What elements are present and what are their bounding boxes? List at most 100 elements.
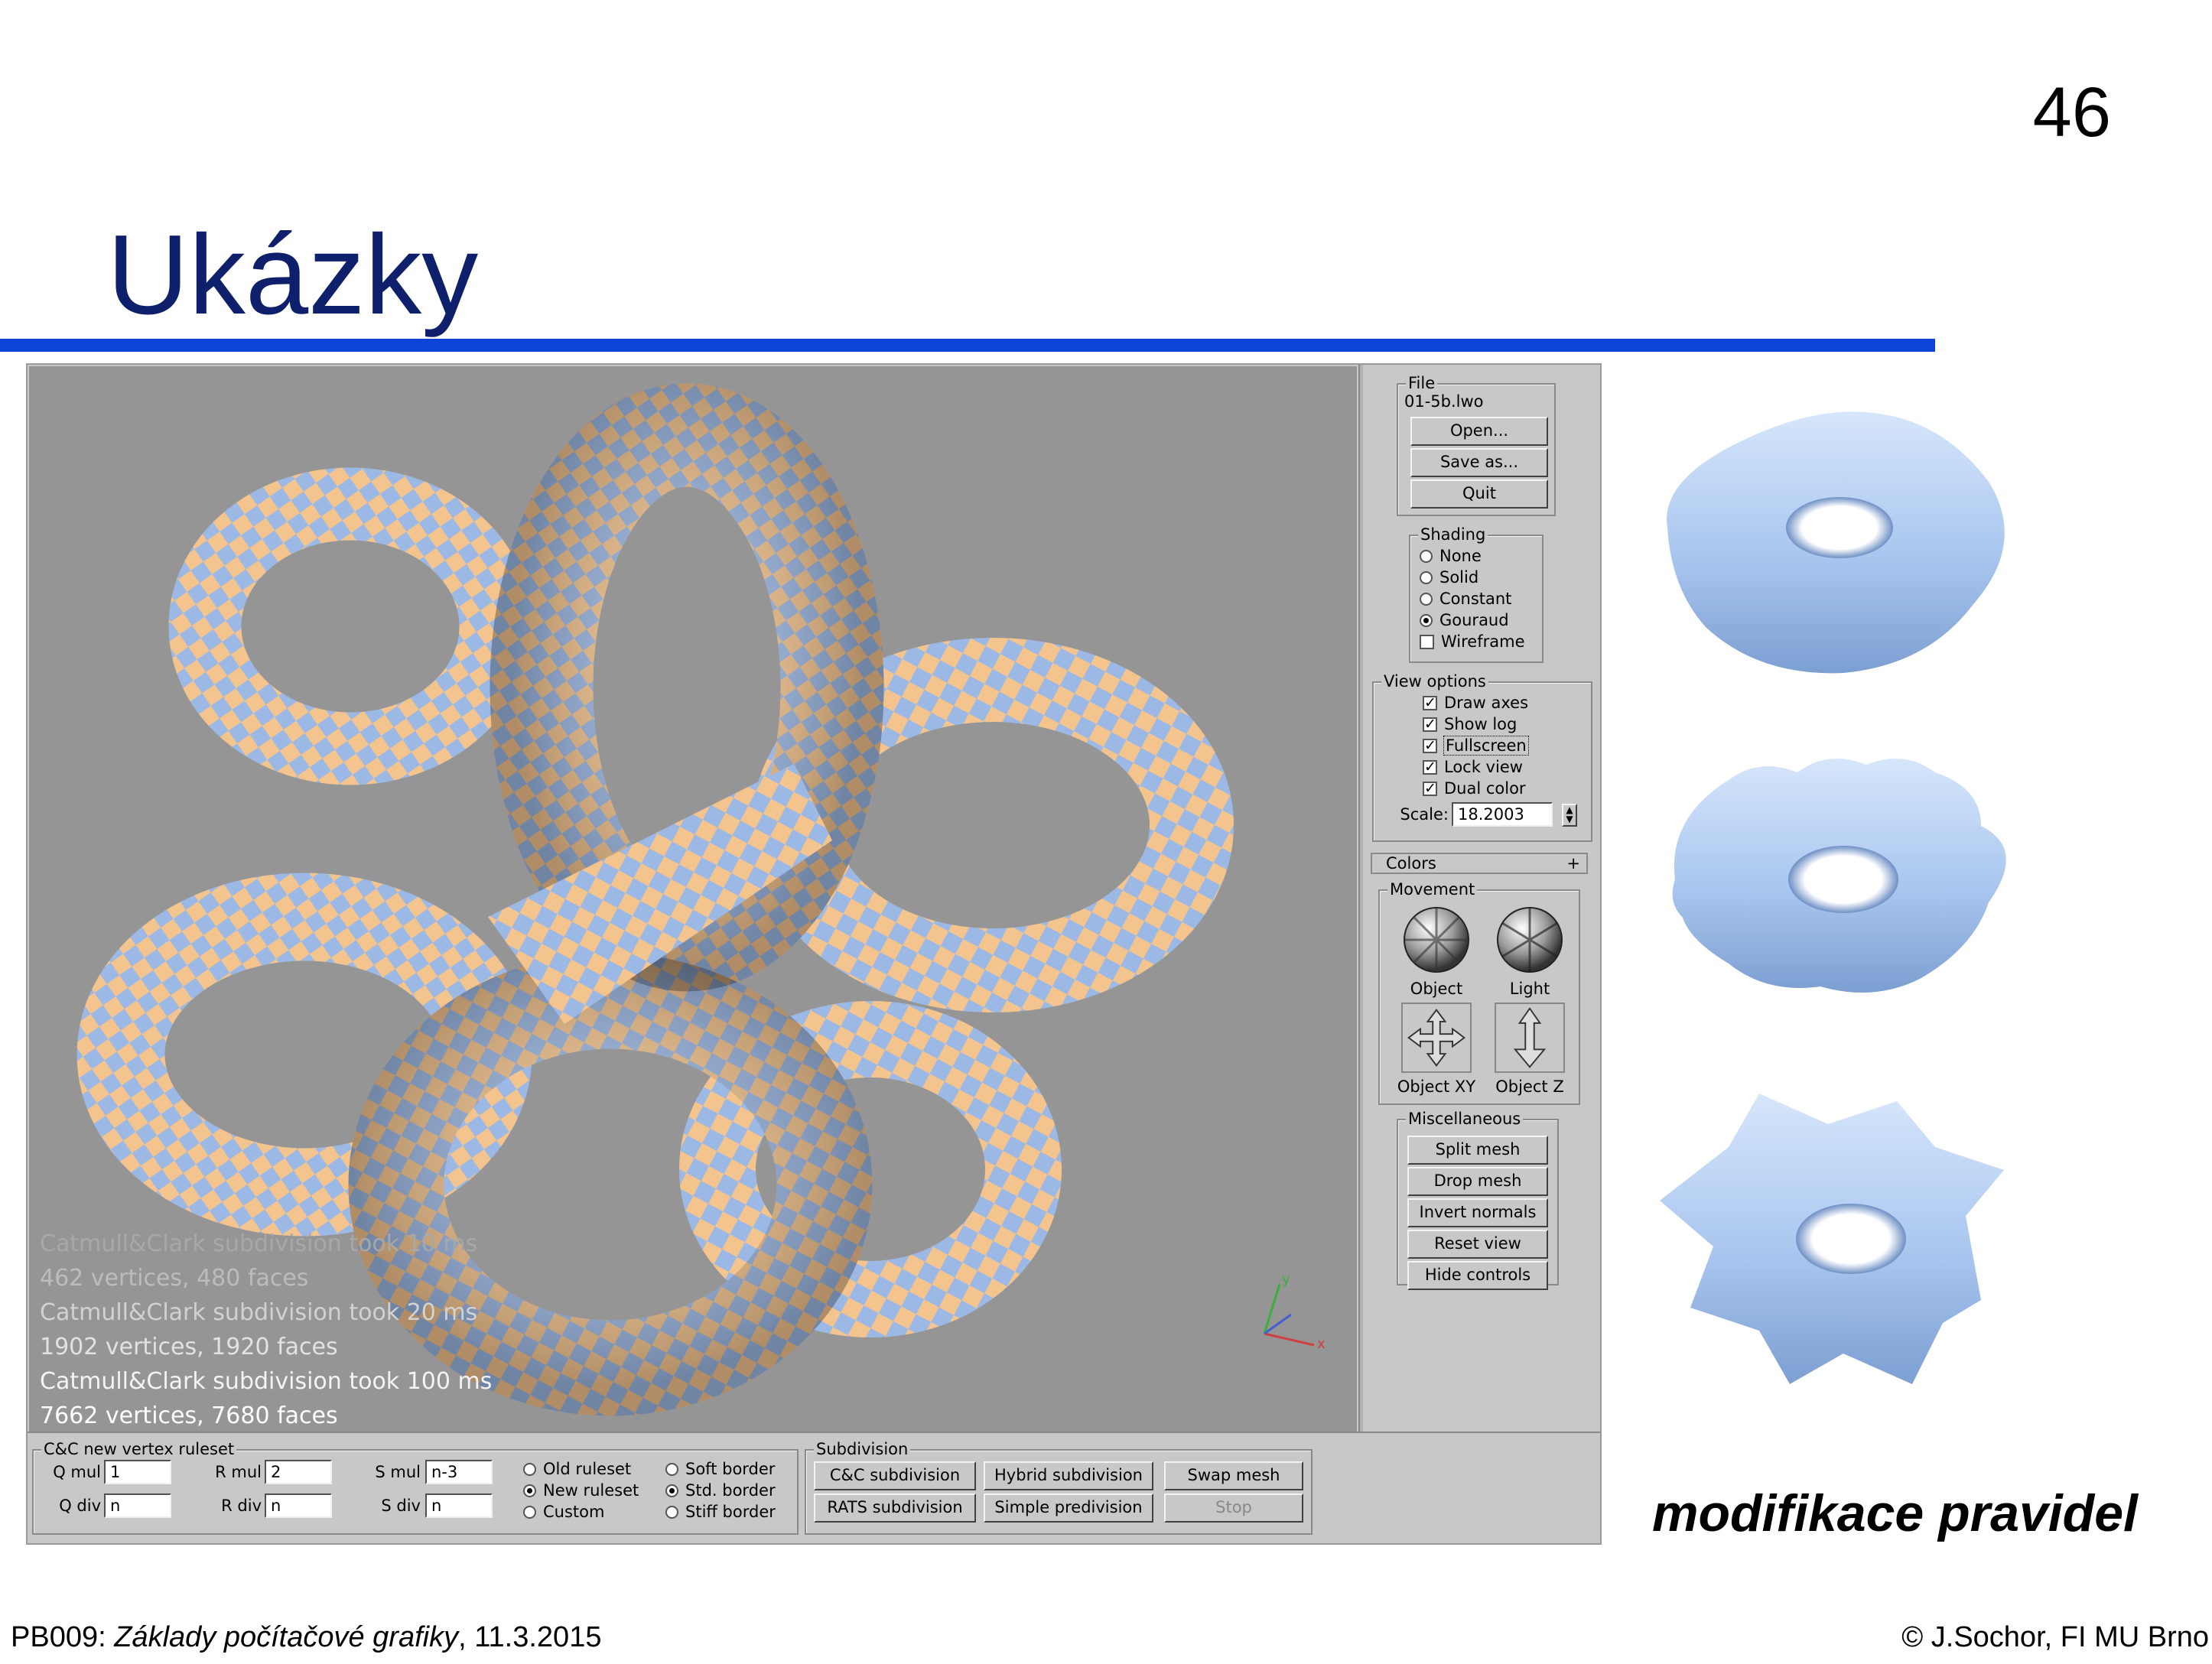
3d-viewport[interactable]: y x Catmull&Clark subdivision took 10 ms… [29, 366, 1357, 1432]
subdivision-group: Subdivision C&C subdivision Hybrid subdi… [805, 1440, 1313, 1535]
r-mul-input[interactable]: 2 [265, 1460, 332, 1484]
new-ruleset-radio[interactable]: New ruleset [523, 1480, 639, 1501]
title-underline [0, 339, 1935, 352]
simple-predivision-button[interactable]: Simple predivision [984, 1493, 1153, 1523]
colors-collapsible[interactable]: Colors + [1371, 853, 1588, 874]
checkered-knot-model: y x [76, 383, 1326, 1416]
shading-gouraud-radio[interactable]: Gouraud [1420, 609, 1509, 631]
scale-spinner[interactable]: ▲ ▼ [1562, 804, 1577, 827]
ruleset-legend: C&C new vertex ruleset [41, 1440, 237, 1458]
fullscreen-checkbox[interactable]: ✓ Fullscreen [1423, 736, 1529, 756]
hide-controls-button[interactable]: Hide controls [1407, 1261, 1548, 1290]
object-rotate-sphere-icon[interactable] [1401, 905, 1472, 975]
old-ruleset-radio[interactable]: Old ruleset [523, 1458, 631, 1480]
checkbox-checked-icon: ✓ [1423, 779, 1437, 797]
log-line-5: Catmull&Clark subdivision took 100 ms [40, 1368, 493, 1395]
log-line-6: 7662 vertices, 7680 faces [40, 1402, 338, 1429]
footer-course-code: PB009 [11, 1621, 99, 1653]
light-label: Light [1509, 980, 1550, 998]
checkbox-checked-icon: ✓ [1423, 758, 1437, 775]
shading-group: Shading None Solid Constant Gouraud Wire… [1409, 525, 1544, 663]
shading-legend: Shading [1418, 525, 1488, 544]
r-div-label: R div [221, 1497, 262, 1515]
radio-icon [665, 1462, 678, 1476]
open-button[interactable]: Open... [1410, 417, 1548, 446]
checkbox-checked-icon: ✓ [1423, 715, 1437, 733]
drop-mesh-button[interactable]: Drop mesh [1407, 1167, 1548, 1196]
move-z-arrow-icon[interactable] [1495, 1003, 1565, 1073]
split-mesh-button[interactable]: Split mesh [1407, 1136, 1548, 1165]
hybrid-subdivision-button[interactable]: Hybrid subdivision [984, 1461, 1153, 1490]
q-mul-label: Q mul [53, 1463, 101, 1481]
subdivision-shapes-illustration [1660, 411, 2006, 1384]
q-div-input[interactable]: n [104, 1493, 171, 1518]
shading-none-radio[interactable]: None [1420, 545, 1482, 567]
movement-group: Movement Object Light Object XY Object Z [1378, 880, 1580, 1105]
view-options-group: View options ✓ Draw axes ✓ Show log ✓ Fulls… [1372, 672, 1592, 842]
expand-plus-icon[interactable]: + [1566, 854, 1580, 873]
wireframe-checkbox[interactable]: Wireframe [1420, 631, 1525, 652]
stop-button[interactable]: Stop [1164, 1493, 1303, 1523]
radio-icon [1420, 549, 1433, 563]
footer-copyright: © J.Sochor, FI MU Brno [1901, 1621, 2209, 1653]
light-rotate-sphere-icon[interactable] [1495, 905, 1565, 975]
log-line-1: Catmull&Clark subdivision took 10 ms [40, 1230, 478, 1257]
movement-legend: Movement [1387, 880, 1478, 899]
svg-text:y: y [1282, 1272, 1290, 1288]
invert-normals-button[interactable]: Invert normals [1407, 1198, 1548, 1227]
object-xy-label: Object XY [1397, 1077, 1476, 1096]
colors-label: Colors [1386, 854, 1436, 873]
log-line-2: 462 vertices, 480 faces [40, 1265, 309, 1292]
std-border-radio[interactable]: Std. border [665, 1480, 776, 1501]
s-mul-input[interactable]: n-3 [425, 1460, 493, 1484]
footer-course-info: PB009: Základy počítačové grafiky, 11.3.… [11, 1621, 601, 1654]
log-line-3: Catmull&Clark subdivision took 20 ms [40, 1299, 478, 1326]
subdivision-app-window: y x Catmull&Clark subdivision took 10 ms… [26, 363, 1602, 1545]
show-log-checkbox[interactable]: ✓ Show log [1423, 715, 1517, 733]
lock-view-checkbox[interactable]: ✓ Lock view [1423, 758, 1523, 776]
spiky-torus-shape [1660, 1094, 2004, 1384]
radio-icon [1420, 592, 1433, 606]
r-div-input[interactable]: n [265, 1493, 332, 1518]
subdivision-legend: Subdivision [814, 1440, 911, 1458]
swap-mesh-button[interactable]: Swap mesh [1164, 1461, 1303, 1490]
radio-icon [1420, 570, 1433, 584]
s-div-label: S div [381, 1497, 421, 1515]
file-legend: File [1406, 374, 1438, 392]
slide-number: 46 [2032, 73, 2111, 151]
caption-modifikace-pravidel: modifikace pravidel [1652, 1484, 2138, 1542]
move-xy-arrows-icon[interactable] [1401, 1003, 1472, 1073]
scale-input[interactable]: 18.2003 [1452, 802, 1553, 827]
shading-solid-radio[interactable]: Solid [1420, 567, 1478, 588]
filename-label: 01-5b.lwo [1404, 392, 1484, 411]
bottom-divider [28, 1432, 1600, 1433]
rats-subdivision-button[interactable]: RATS subdivision [814, 1493, 976, 1523]
draw-axes-checkbox[interactable]: ✓ Draw axes [1423, 694, 1529, 712]
checkbox-checked-icon: ✓ [1423, 694, 1437, 711]
smooth-torus-shape [1667, 411, 2005, 674]
custom-ruleset-radio[interactable]: Custom [523, 1501, 604, 1523]
shading-constant-radio[interactable]: Constant [1420, 588, 1511, 609]
cc-subdivision-button[interactable]: C&C subdivision [814, 1461, 976, 1490]
view-options-legend: View options [1381, 672, 1488, 691]
stiff-border-radio[interactable]: Stiff border [665, 1501, 776, 1523]
axes-gizmo [1263, 1283, 1315, 1347]
save-as-button[interactable]: Save as... [1410, 448, 1548, 477]
log-line-4: 1902 vertices, 1920 faces [40, 1334, 338, 1360]
footer-separator: : [98, 1621, 115, 1653]
radio-icon [523, 1462, 536, 1476]
radio-icon [665, 1505, 678, 1519]
q-mul-input[interactable]: 1 [104, 1460, 171, 1484]
reset-view-button[interactable]: Reset view [1407, 1230, 1548, 1259]
soft-border-radio[interactable]: Soft border [665, 1458, 775, 1480]
s-div-input[interactable]: n [425, 1493, 493, 1518]
quit-button[interactable]: Quit [1410, 479, 1548, 509]
checkbox-icon [1420, 634, 1434, 649]
r-mul-label: R mul [215, 1463, 262, 1481]
file-group: File 01-5b.lwo Open... Save as... Quit [1397, 374, 1556, 516]
panel-divider [1358, 365, 1363, 1432]
dual-color-checkbox[interactable]: ✓ Dual color [1423, 779, 1526, 798]
radio-selected-icon [1420, 613, 1433, 627]
scale-label: Scale: [1400, 805, 1449, 824]
slide-title: Ukázky [107, 212, 479, 338]
